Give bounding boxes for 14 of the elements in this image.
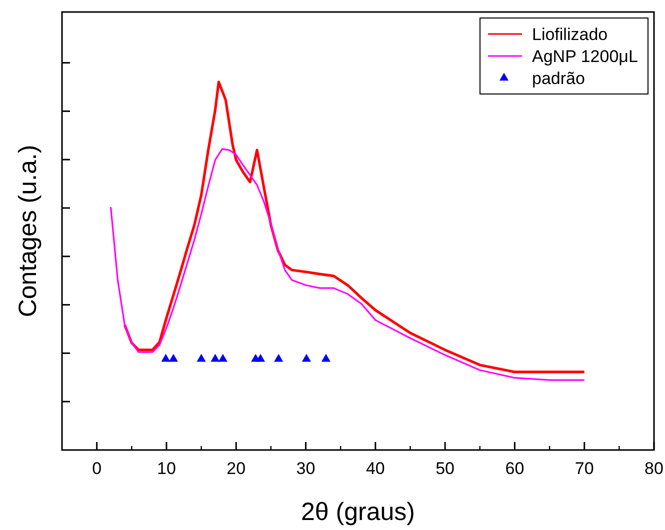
x-axis-title: 2θ (graus) bbox=[301, 498, 415, 526]
x-tick-label: 80 bbox=[644, 459, 664, 478]
x-tick-label: 60 bbox=[505, 459, 524, 478]
x-tick-label: 10 bbox=[157, 459, 176, 478]
x-tick-label: 30 bbox=[296, 459, 316, 478]
x-tick-label: 50 bbox=[436, 459, 455, 478]
x-tick-label: 20 bbox=[226, 459, 246, 478]
legend-label: padrão bbox=[532, 69, 585, 88]
legend-label: AgNP 1200μL bbox=[532, 47, 638, 66]
x-tick-label: 0 bbox=[92, 459, 102, 478]
x-tick-label: 40 bbox=[366, 459, 385, 478]
legend-label: Liofilizado bbox=[532, 25, 608, 44]
x-tick-label: 70 bbox=[574, 459, 594, 478]
y-axis-title: Contages (u.a.) bbox=[14, 144, 42, 318]
